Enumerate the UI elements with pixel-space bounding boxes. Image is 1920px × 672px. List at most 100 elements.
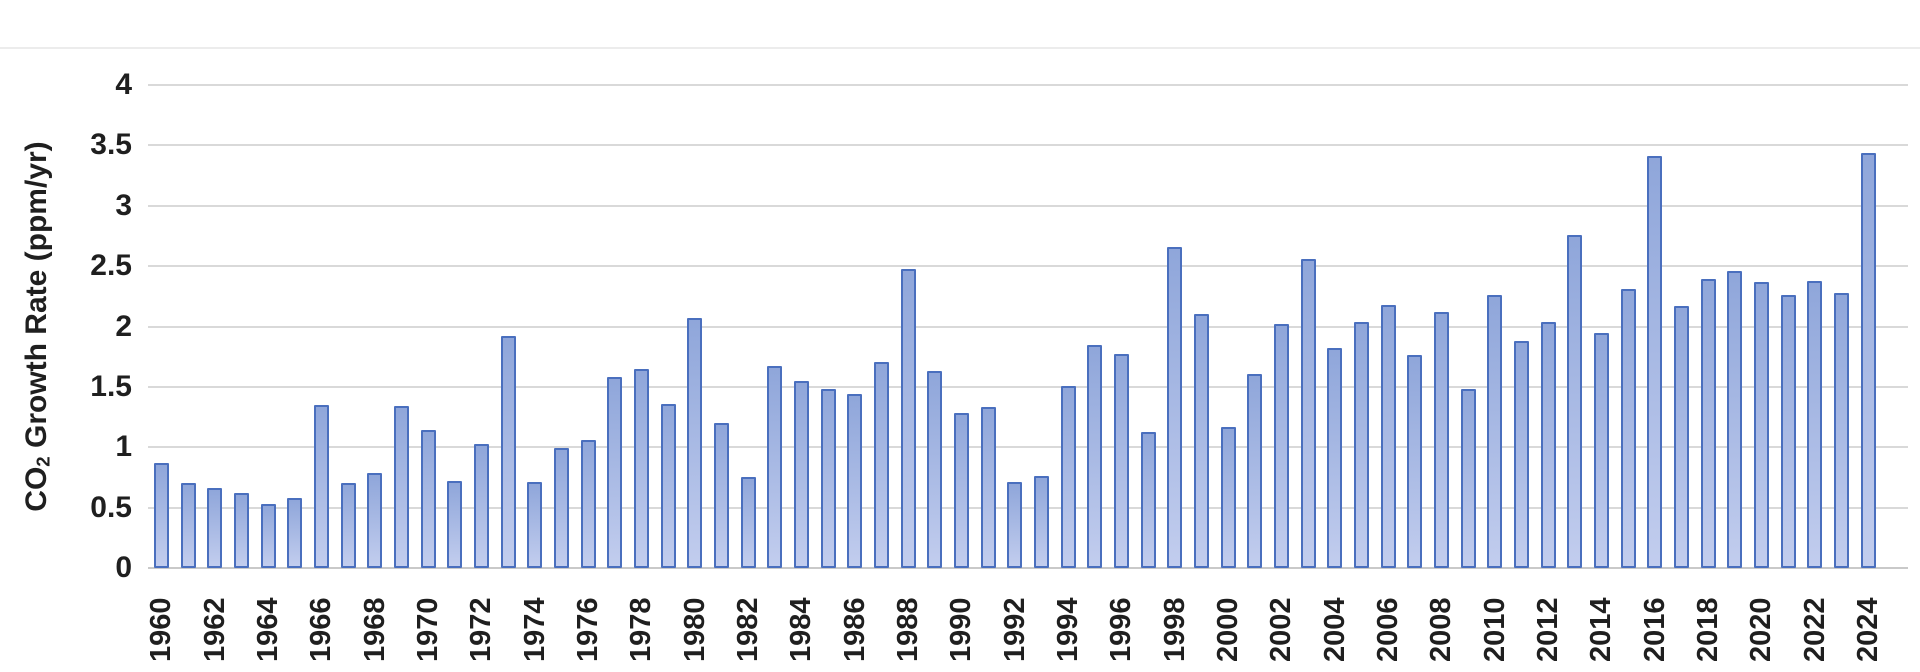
gridline-0.5 xyxy=(148,507,1908,509)
bar-1986 xyxy=(847,394,862,568)
bar-1965 xyxy=(287,498,302,568)
bar-1968 xyxy=(367,473,382,568)
y-tick-label-3: 3 xyxy=(115,189,132,222)
bar-1981 xyxy=(714,423,729,568)
bar-1975 xyxy=(554,448,569,568)
x-tick-label-1970: 1970 xyxy=(412,597,444,662)
bar-1996 xyxy=(1114,354,1129,568)
bar-1982 xyxy=(741,477,756,568)
bar-1992 xyxy=(1007,482,1022,568)
y-tick-label-4: 4 xyxy=(115,68,132,101)
x-tick-label-1964: 1964 xyxy=(252,597,284,662)
bar-1983 xyxy=(767,366,782,568)
bar-2019 xyxy=(1727,271,1742,568)
bar-2012 xyxy=(1541,322,1556,568)
bar-2016 xyxy=(1647,156,1662,568)
bar-2002 xyxy=(1274,324,1289,568)
bar-1979 xyxy=(661,404,676,568)
bar-2023 xyxy=(1834,293,1849,568)
bar-2014 xyxy=(1594,333,1609,568)
bar-1990 xyxy=(954,413,969,568)
bar-1980 xyxy=(687,318,702,568)
bar-1961 xyxy=(181,483,196,568)
chart-top-border xyxy=(0,47,1920,49)
y-tick-label-0: 0 xyxy=(115,551,132,584)
y-tick-label-3.5: 3.5 xyxy=(90,128,132,161)
gridline-3.5 xyxy=(148,144,1908,146)
gridline-2.5 xyxy=(148,265,1908,267)
bar-1985 xyxy=(821,389,836,568)
bar-1997 xyxy=(1141,432,1156,568)
bar-2015 xyxy=(1621,289,1636,568)
x-tick-label-1974: 1974 xyxy=(519,597,551,662)
x-tick-label-2006: 2006 xyxy=(1372,597,1404,662)
bar-1964 xyxy=(261,504,276,568)
x-tick-label-2012: 2012 xyxy=(1532,597,1564,662)
bar-1963 xyxy=(234,493,249,568)
bar-1995 xyxy=(1087,345,1102,568)
bar-2013 xyxy=(1567,235,1582,568)
bar-2021 xyxy=(1781,295,1796,568)
gridline-3 xyxy=(148,205,1908,207)
x-tick-label-1960: 1960 xyxy=(145,597,177,662)
x-tick-label-1976: 1976 xyxy=(572,597,604,662)
gridline-1 xyxy=(148,446,1908,448)
gridline-4 xyxy=(148,84,1908,86)
bar-2005 xyxy=(1354,322,1369,568)
bar-2004 xyxy=(1327,348,1342,568)
bar-2010 xyxy=(1487,295,1502,568)
bar-1974 xyxy=(527,482,542,568)
bar-2020 xyxy=(1754,282,1769,568)
bar-1998 xyxy=(1167,247,1182,568)
x-tick-label-1984: 1984 xyxy=(785,597,817,662)
x-tick-label-1994: 1994 xyxy=(1052,597,1084,662)
bar-1987 xyxy=(874,362,889,568)
x-tick-label-2010: 2010 xyxy=(1479,597,1511,662)
bar-1972 xyxy=(474,444,489,568)
bar-1993 xyxy=(1034,476,1049,568)
x-tick-label-1968: 1968 xyxy=(359,597,391,662)
bar-1971 xyxy=(447,481,462,568)
bar-1967 xyxy=(341,483,356,568)
x-tick-label-1966: 1966 xyxy=(305,597,337,662)
y-tick-label-2.5: 2.5 xyxy=(90,249,132,282)
bar-2011 xyxy=(1514,341,1529,568)
bar-2024 xyxy=(1861,153,1876,568)
x-tick-label-1982: 1982 xyxy=(732,597,764,662)
bar-2022 xyxy=(1807,281,1822,568)
x-axis-line xyxy=(148,567,1908,569)
x-tick-label-2020: 2020 xyxy=(1745,597,1777,662)
bar-2001 xyxy=(1247,374,1262,568)
x-tick-label-2000: 2000 xyxy=(1212,597,1244,662)
gridline-1.5 xyxy=(148,386,1908,388)
bar-1960 xyxy=(154,463,169,568)
bar-1969 xyxy=(394,406,409,568)
y-tick-label-1: 1 xyxy=(115,430,132,463)
x-tick-label-2016: 2016 xyxy=(1639,597,1671,662)
bar-2006 xyxy=(1381,305,1396,568)
x-tick-label-2008: 2008 xyxy=(1425,597,1457,662)
bar-1994 xyxy=(1061,386,1076,568)
y-tick-label-2: 2 xyxy=(115,310,132,343)
bar-1966 xyxy=(314,405,329,568)
bar-2017 xyxy=(1674,306,1689,568)
x-tick-label-1998: 1998 xyxy=(1159,597,1191,662)
bar-2003 xyxy=(1301,259,1316,568)
x-tick-label-2022: 2022 xyxy=(1799,597,1831,662)
bar-1962 xyxy=(207,488,222,568)
gridline-2 xyxy=(148,326,1908,328)
x-tick-label-1962: 1962 xyxy=(199,597,231,662)
y-tick-label-0.5: 0.5 xyxy=(90,491,132,524)
bar-1970 xyxy=(421,430,436,568)
x-tick-label-1986: 1986 xyxy=(839,597,871,662)
x-tick-label-2004: 2004 xyxy=(1319,597,1351,662)
bar-2009 xyxy=(1461,389,1476,568)
bar-2000 xyxy=(1221,427,1236,568)
x-tick-label-2014: 2014 xyxy=(1585,597,1617,662)
x-tick-label-1988: 1988 xyxy=(892,597,924,662)
x-tick-label-2024: 2024 xyxy=(1852,597,1884,662)
bar-1976 xyxy=(581,440,596,568)
x-tick-label-1980: 1980 xyxy=(679,597,711,662)
x-tick-label-1972: 1972 xyxy=(465,597,497,662)
